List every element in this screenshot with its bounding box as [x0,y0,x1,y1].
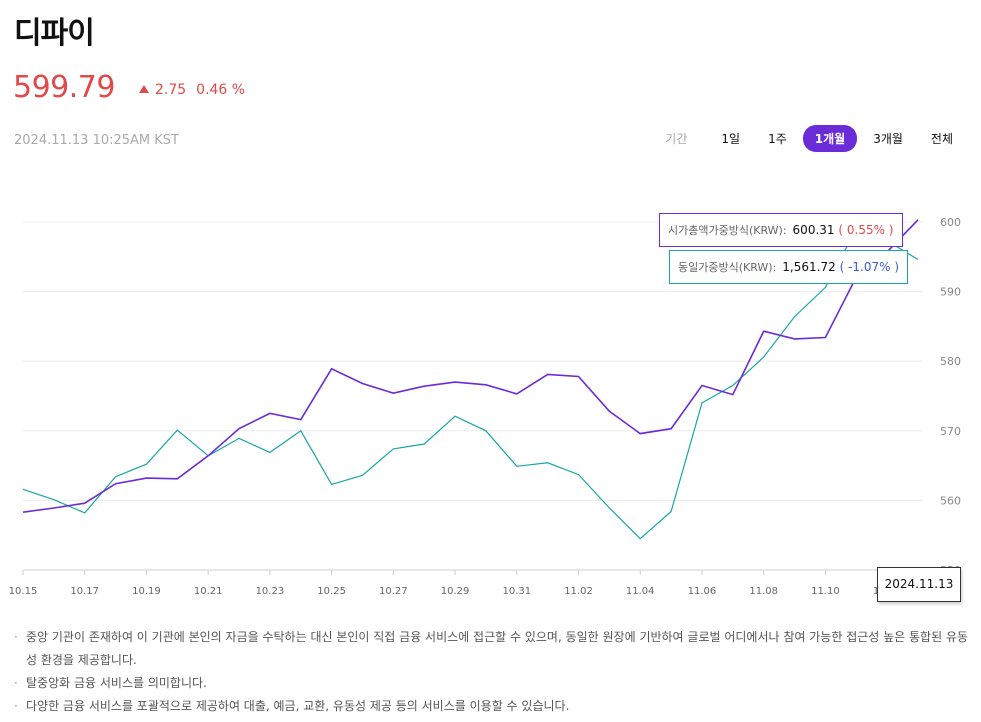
period-selector: 기간 1일 1주 1개월 3개월 전체 [665,125,965,152]
y-tick-label: 590 [940,286,961,299]
y-tick-label: 570 [940,425,961,438]
x-tick-label: 11.06 [688,586,717,597]
tooltip-series2-label: 동일가중방식(KRW): [678,261,777,274]
period-label: 기간 [665,132,688,146]
period-all-button[interactable]: 전체 [930,132,953,146]
x-tick-label: 11.08 [749,586,778,597]
price-change: 2.75 0.46 % [139,82,245,98]
x-tick-label: 10.15 [9,586,38,597]
y-tick-label: 580 [940,355,961,368]
period-3m-button[interactable]: 3개월 [873,132,903,146]
x-tick-label: 10.21 [194,586,223,597]
x-tick-label: 10.29 [441,586,470,597]
note-item: 탈중앙화 금융 서비스를 의미합니다. [14,672,974,695]
x-tick-label: 11.04 [626,586,655,597]
y-tick-label: 560 [940,494,961,507]
tooltip-series1-label: 시가총액가중방식(KRW): [668,224,787,237]
tooltip-series2: 동일가중방식(KRW): 1,561.72 ( -1.07% ) [669,250,909,284]
period-1d-button[interactable]: 1일 [721,132,741,146]
series-line-market-cap [22,219,919,513]
change-percent: 0.46 % [196,82,246,98]
period-1m-button[interactable]: 1개월 [802,125,858,152]
period-1w-button[interactable]: 1주 [768,132,787,146]
description-notes: 중앙 기관이 존재하여 이 기관에 본인의 자금을 수탁하는 대신 본인이 직접… [14,626,974,718]
page-title: 디파이 [14,16,95,51]
tooltip-series1-pct: ( 0.55% ) [838,223,894,237]
x-tick-label: 10.31 [502,586,531,597]
current-price: 599.79 [13,70,115,105]
timestamp: 2024.11.13 10:25AM KST [14,133,179,148]
up-triangle-icon [139,85,149,93]
x-tick-label: 10.27 [379,586,408,597]
tooltip-series2-pct: ( -1.07% ) [839,260,900,274]
line-chart[interactable]: 55056057058059060010.1510.1710.1910.2110… [0,175,981,615]
x-tick-label: 10.25 [317,586,346,597]
note-item: 다양한 금융 서비스를 포괄적으로 제공하여 대출, 예금, 교환, 유동성 제… [14,695,974,718]
note-item: 중앙 기관이 존재하여 이 기관에 본인의 자금을 수탁하는 대신 본인이 직접… [14,626,974,672]
x-tick-label: 11.02 [564,586,593,597]
crosshair-date: 2024.11.13 [877,567,961,602]
series-line-equal-weight [22,228,919,540]
tooltip-series1-value: 600.31 [792,223,835,237]
x-tick-label: 10.19 [132,586,161,597]
tooltip-series2-value: 1,561.72 [782,260,836,274]
x-tick-label: 10.23 [256,586,285,597]
change-value: 2.75 [155,82,187,98]
x-tick-label: 10.17 [70,586,99,597]
tooltip-series1: 시가총액가중방식(KRW): 600.31 ( 0.55% ) [659,213,903,247]
y-tick-label: 600 [940,216,961,229]
x-tick-label: 11.10 [811,586,840,597]
